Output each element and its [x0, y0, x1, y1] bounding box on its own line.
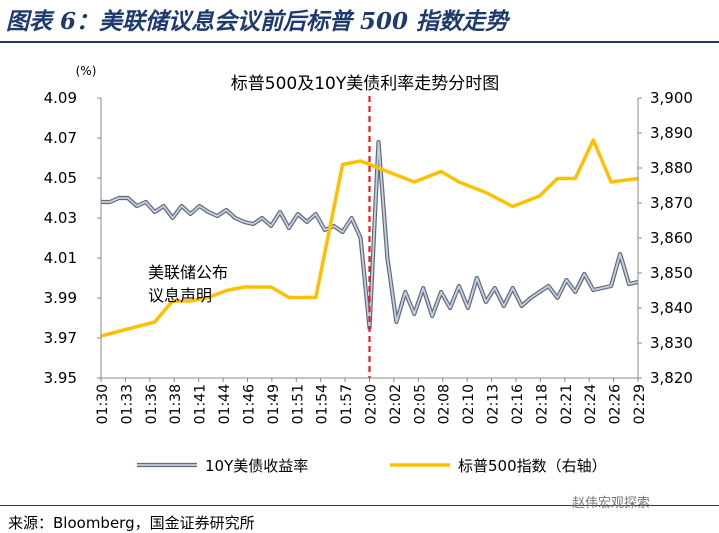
title-rule [0, 41, 719, 43]
x-tick-label: 02:00 [364, 384, 380, 424]
right-tick-label: 3,830 [650, 334, 693, 352]
x-tick-label: 02:29 [632, 384, 648, 424]
left-tick-label: 3.97 [44, 329, 77, 347]
right-tick-label: 3,900 [650, 89, 693, 107]
left-axis-unit: (%) [76, 64, 97, 78]
right-tick-label: 3,880 [650, 159, 693, 177]
x-tick-label: 01:33 [119, 384, 135, 424]
x-tick-label: 02:21 [559, 384, 575, 424]
x-tick-label: 01:30 [95, 384, 111, 424]
left-tick-label: 3.95 [44, 369, 77, 387]
x-tick-label: 01:57 [339, 384, 355, 424]
x-tick-label: 01:44 [217, 384, 233, 424]
left-tick-label: 4.01 [44, 249, 77, 267]
x-tick-label: 02:18 [534, 384, 550, 424]
right-tick-label: 3,840 [650, 299, 693, 317]
x-tick-label: 01:49 [266, 384, 282, 424]
right-tick-label: 3,860 [650, 229, 693, 247]
series-line-2 [100, 138, 639, 338]
left-tick-label: 4.05 [44, 169, 77, 187]
x-tick-label: 02:24 [583, 384, 599, 424]
footer-rule [0, 505, 719, 506]
source-note: 来源：Bloomberg，国金证券研究所 [8, 514, 255, 532]
x-tick-label: 02:02 [388, 384, 404, 424]
left-tick-label: 4.09 [44, 89, 77, 107]
right-tick-label: 3,870 [650, 194, 693, 212]
x-tick-label: 01:54 [315, 384, 331, 424]
right-tick-label: 3,850 [650, 264, 693, 282]
left-tick-label: 4.07 [44, 129, 77, 147]
x-tick-label: 02:08 [437, 384, 453, 424]
x-tick-label: 01:36 [144, 384, 160, 424]
x-tick-label: 02:26 [608, 384, 624, 424]
figure-title: 图表 6：美联储议息会议前后标普 500 指数走势 [6, 8, 509, 35]
right-tick-label: 3,820 [650, 369, 693, 387]
x-tick-label: 02:13 [486, 384, 502, 424]
x-tick-label: 01:41 [193, 384, 209, 424]
watermark: 赵伟宏观探索 [572, 496, 651, 511]
x-tick-label: 01:51 [290, 384, 306, 424]
left-tick-label: 4.03 [44, 209, 77, 227]
annotation-text: 议息声明 [148, 286, 212, 305]
legend-label-1: 10Y美债收益率 [205, 457, 308, 475]
annotation-text: 美联储公布 [148, 263, 228, 282]
x-tick-label: 01:38 [168, 384, 184, 424]
x-tick-label: 02:16 [510, 384, 526, 424]
chart-title: 标普500及10Y美债利率走势分时图 [231, 74, 499, 94]
x-tick-label: 01:46 [241, 384, 257, 424]
left-tick-label: 3.99 [44, 289, 77, 307]
legend-label-2: 标普500指数（右轴） [458, 457, 607, 475]
chart: 标普500及10Y美债利率走势分时图 (%) 4.09 4.07 4.05 4.03 4… [44, 64, 693, 475]
x-tick-label: 02:05 [412, 384, 428, 424]
right-tick-label: 3,890 [650, 124, 693, 142]
x-tick-label: 02:10 [461, 384, 477, 424]
